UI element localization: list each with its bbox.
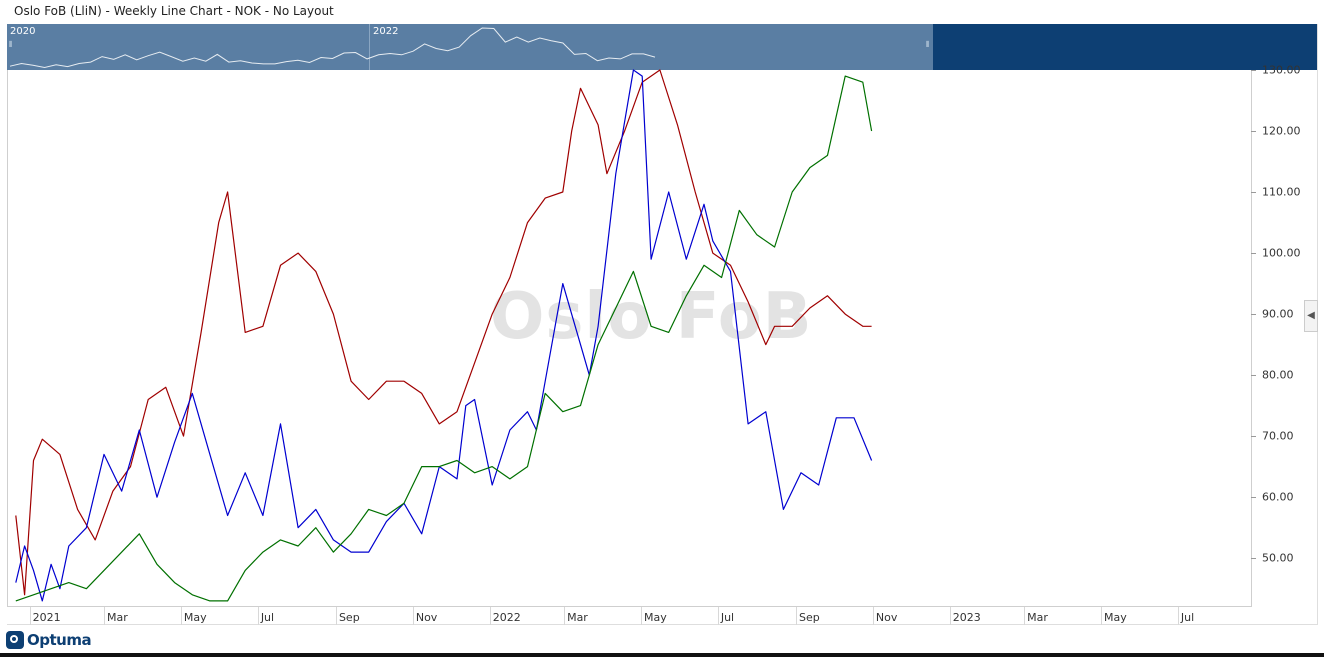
logo-icon <box>6 631 24 649</box>
frame-edge <box>7 624 1318 625</box>
x-tick-mark <box>796 607 797 625</box>
series-line-1[interactable] <box>15 69 872 596</box>
navigator-sparkline <box>9 27 656 69</box>
grip-icon[interactable]: ⦀ <box>9 40 13 49</box>
y-tick-mark <box>1251 70 1256 71</box>
x-tick-mark <box>717 607 719 625</box>
x-tick-mark <box>257 607 259 625</box>
x-tick-mark <box>949 607 951 625</box>
y-tick-mark <box>1251 375 1256 377</box>
x-tick-label: Sep <box>799 611 820 624</box>
y-tick-mark <box>1251 131 1256 133</box>
x-tick-mark <box>335 607 337 625</box>
x-tick-label: Mar <box>567 611 588 624</box>
x-tick-mark <box>872 607 874 625</box>
x-tick-mark <box>489 607 491 625</box>
y-tick-mark <box>1251 314 1256 316</box>
navigator-year-label: 2022 <box>373 26 399 37</box>
y-tick-label: 90.00 <box>1262 307 1294 321</box>
collapse-panel-button[interactable]: ◀ <box>1304 300 1318 332</box>
plot-area[interactable] <box>7 70 1251 607</box>
navigator-window[interactable] <box>7 24 933 70</box>
chart-title: Oslo FoB (LliN) - Weekly Line Chart - NO… <box>14 4 334 18</box>
y-tick-mark <box>1251 497 1256 499</box>
series-line-3[interactable] <box>15 75 873 602</box>
y-axis-line <box>1251 70 1252 607</box>
y-tick-mark <box>1251 192 1256 194</box>
y-tick-label: 80.00 <box>1262 368 1294 382</box>
y-tick-label: 100.00 <box>1262 246 1301 260</box>
x-tick-mark <box>564 607 566 625</box>
y-tick-mark <box>1251 558 1256 560</box>
y-tick-label: 130.00 <box>1262 63 1301 77</box>
x-tick-label: 2022 <box>492 611 521 624</box>
y-tick-label: 110.00 <box>1262 185 1301 199</box>
x-tick-mark <box>1101 607 1102 625</box>
x-tick-label: Jul <box>720 611 735 624</box>
y-tick-mark <box>1251 253 1256 255</box>
x-tick-label: May <box>643 611 667 624</box>
navigator-divider <box>369 24 370 70</box>
x-tick-mark <box>640 607 642 625</box>
x-tick-label: May <box>1104 611 1127 624</box>
x-tick-label: Jul <box>260 611 275 624</box>
x-tick-mark <box>1177 607 1179 625</box>
x-tick-label: 2023 <box>952 611 981 624</box>
logo-text: Optuma <box>27 631 92 649</box>
x-tick-label: Nov <box>415 611 438 624</box>
optuma-logo: Optuma <box>6 630 92 650</box>
x-tick-mark <box>412 607 414 625</box>
navigator-year-label: 2020 <box>10 26 36 37</box>
x-tick-label: May <box>183 611 207 624</box>
x-tick-mark <box>104 607 106 625</box>
y-tick-label: 50.00 <box>1262 551 1294 565</box>
x-tick-mark <box>29 607 31 625</box>
chevron-left-icon: ◀ <box>1307 310 1315 321</box>
x-tick-label: Nov <box>875 611 898 624</box>
x-tick-label: Sep <box>338 611 360 624</box>
series-line-2[interactable] <box>15 69 873 602</box>
y-tick-mark <box>1251 436 1256 438</box>
x-tick-mark <box>1024 607 1026 625</box>
status-strip <box>0 653 1324 657</box>
y-tick-label: 60.00 <box>1262 490 1294 504</box>
x-tick-label: Jul <box>1180 611 1195 624</box>
x-tick-label: 2021 <box>32 611 61 624</box>
x-tick-label: Mar <box>107 611 128 624</box>
x-tick-label: Mar <box>1027 611 1048 624</box>
y-tick-label: 120.00 <box>1262 124 1301 138</box>
grip-icon[interactable]: ⦀ <box>926 40 930 49</box>
y-tick-label: 70.00 <box>1262 429 1294 443</box>
date-range-navigator[interactable]: 2020 2022 ⦀ ⦀ <box>7 24 1318 70</box>
x-tick-mark <box>180 607 182 625</box>
